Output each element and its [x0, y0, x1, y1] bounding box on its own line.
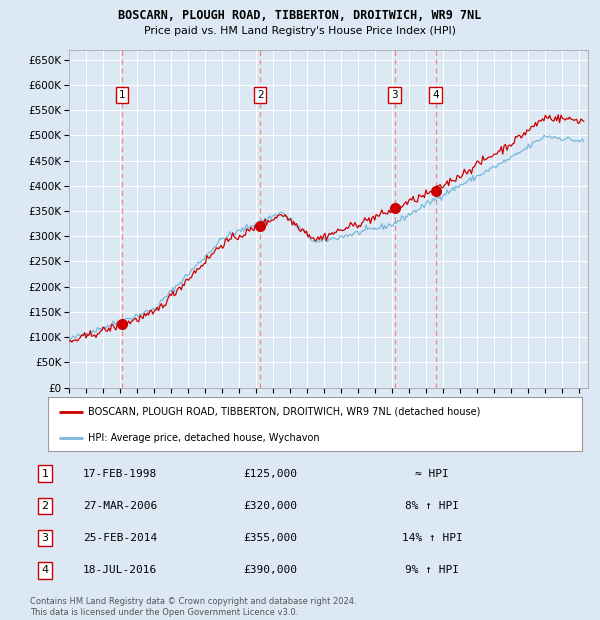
- Text: 3: 3: [391, 91, 398, 100]
- Text: 18-JUL-2016: 18-JUL-2016: [83, 565, 157, 575]
- Text: 1: 1: [119, 91, 125, 100]
- Text: 27-MAR-2006: 27-MAR-2006: [83, 501, 157, 511]
- Text: £390,000: £390,000: [243, 565, 297, 575]
- Text: HPI: Average price, detached house, Wychavon: HPI: Average price, detached house, Wych…: [88, 433, 320, 443]
- Text: 14% ↑ HPI: 14% ↑ HPI: [401, 533, 463, 543]
- Text: 4: 4: [432, 91, 439, 100]
- Text: 4: 4: [41, 565, 49, 575]
- Text: £125,000: £125,000: [243, 469, 297, 479]
- Text: 3: 3: [41, 533, 49, 543]
- Text: BOSCARN, PLOUGH ROAD, TIBBERTON, DROITWICH, WR9 7NL (detached house): BOSCARN, PLOUGH ROAD, TIBBERTON, DROITWI…: [88, 407, 481, 417]
- Text: 2: 2: [257, 91, 263, 100]
- Text: 17-FEB-1998: 17-FEB-1998: [83, 469, 157, 479]
- Text: 8% ↑ HPI: 8% ↑ HPI: [405, 501, 459, 511]
- Text: £355,000: £355,000: [243, 533, 297, 543]
- Text: ≈ HPI: ≈ HPI: [415, 469, 449, 479]
- Text: £320,000: £320,000: [243, 501, 297, 511]
- Text: 9% ↑ HPI: 9% ↑ HPI: [405, 565, 459, 575]
- Text: Contains HM Land Registry data © Crown copyright and database right 2024.
This d: Contains HM Land Registry data © Crown c…: [30, 598, 356, 617]
- Text: 2: 2: [41, 501, 49, 511]
- Text: BOSCARN, PLOUGH ROAD, TIBBERTON, DROITWICH, WR9 7NL: BOSCARN, PLOUGH ROAD, TIBBERTON, DROITWI…: [118, 9, 482, 22]
- Text: 25-FEB-2014: 25-FEB-2014: [83, 533, 157, 543]
- Text: Price paid vs. HM Land Registry's House Price Index (HPI): Price paid vs. HM Land Registry's House …: [144, 26, 456, 36]
- Text: 1: 1: [41, 469, 49, 479]
